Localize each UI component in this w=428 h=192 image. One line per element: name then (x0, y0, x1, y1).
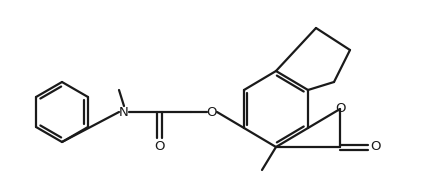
Text: O: O (207, 105, 217, 118)
Text: O: O (371, 141, 381, 153)
Text: O: O (336, 102, 346, 114)
Text: N: N (119, 107, 129, 119)
Text: O: O (155, 140, 165, 152)
